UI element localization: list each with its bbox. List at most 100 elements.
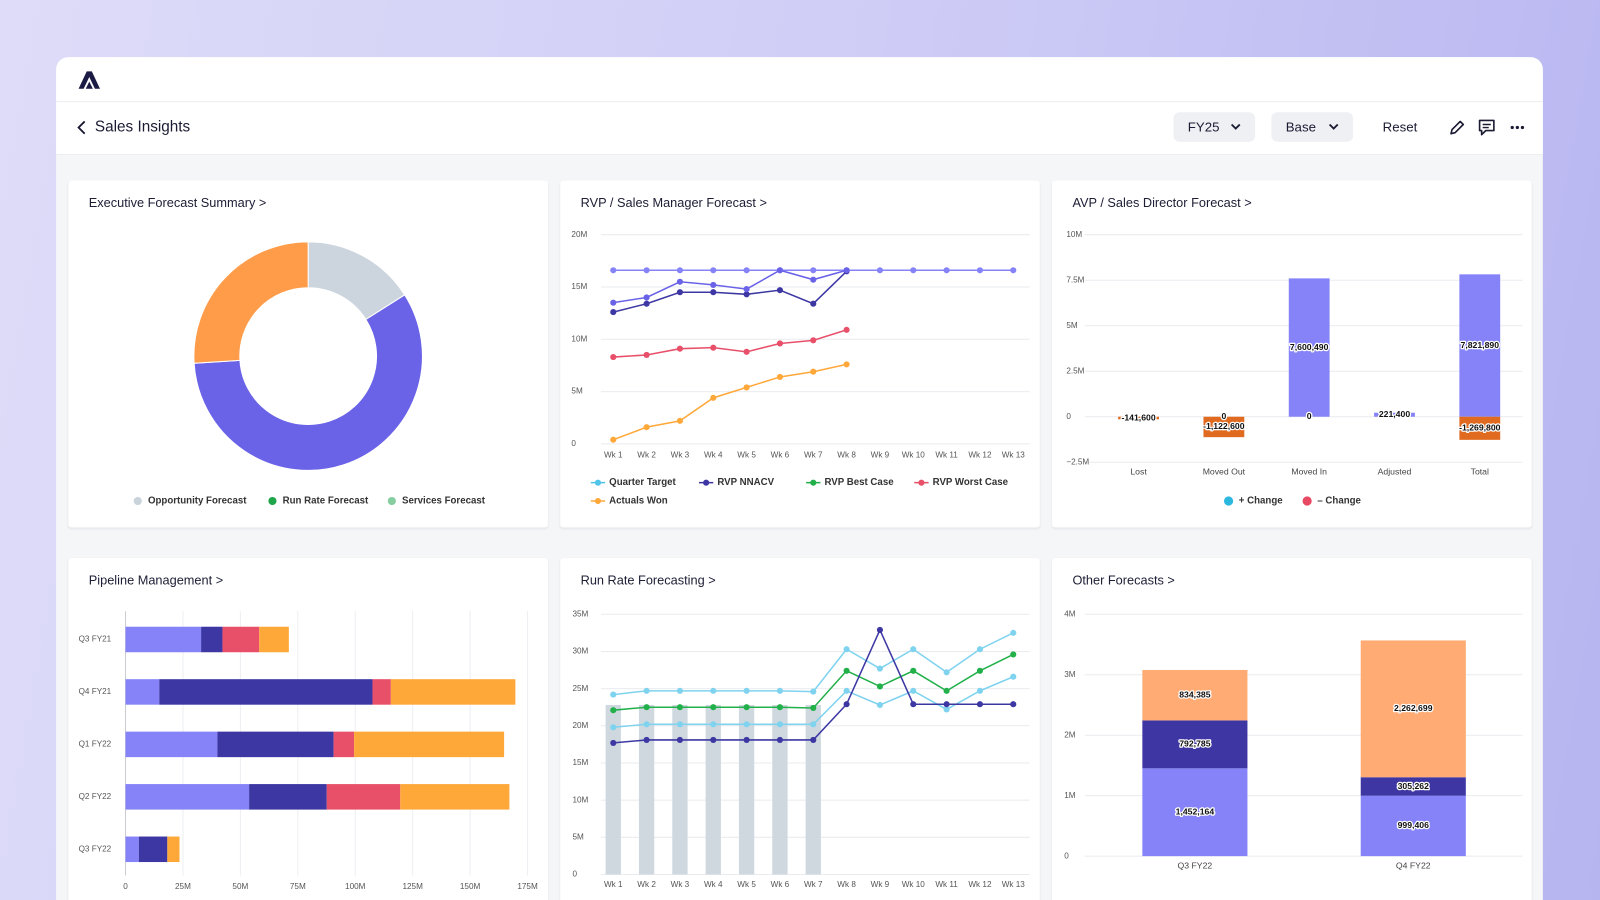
chart: 0 1M 2M 3M 4M Q3 FY22 Q4 FY22 1,452,164 792,785 8… bbox=[1064, 609, 1523, 871]
panel-title[interactable]: Run Rate Forecasting > bbox=[580, 573, 716, 588]
x-tick-label: Wk 12 bbox=[968, 450, 992, 459]
y-tick-label: Q4 FY21 bbox=[79, 687, 112, 696]
data-point bbox=[910, 667, 917, 674]
x-tick-label: Wk 9 bbox=[871, 880, 890, 889]
data-label: 7,821,890 bbox=[1461, 340, 1500, 350]
data-point bbox=[876, 626, 883, 633]
more-icon[interactable] bbox=[1508, 118, 1526, 136]
dropdown-icon bbox=[1230, 123, 1241, 130]
legend-marker bbox=[133, 496, 142, 506]
series-line bbox=[613, 632, 1014, 696]
x-tick-label: Wk 5 bbox=[737, 880, 756, 889]
filter-label: Base bbox=[1285, 119, 1316, 135]
x-tick-label: Wk 6 bbox=[771, 450, 790, 459]
x-tick-label: Wk 7 bbox=[804, 880, 823, 889]
panel-title[interactable]: Executive Forecast Summary > bbox=[88, 195, 267, 211]
edit-icon[interactable] bbox=[1448, 118, 1466, 136]
bar bbox=[772, 704, 788, 875]
data-point bbox=[776, 704, 783, 711]
bar bbox=[217, 731, 334, 758]
data-point bbox=[843, 646, 850, 653]
donut-slice bbox=[193, 241, 309, 364]
data-label: 834,385 bbox=[1179, 689, 1210, 699]
y-tick-label: 7.5M bbox=[1066, 275, 1084, 284]
legend-label: + Change bbox=[1239, 496, 1283, 507]
data-point bbox=[776, 287, 783, 294]
data-point bbox=[843, 687, 850, 694]
data-point bbox=[676, 417, 683, 424]
legend-label: Actuals Won bbox=[609, 496, 668, 507]
data-label: 7,600,490 bbox=[1290, 342, 1329, 352]
legend-marker bbox=[703, 479, 710, 486]
x-tick-label: Wk 11 bbox=[935, 880, 958, 889]
x-tick-label: Wk 11 bbox=[935, 450, 958, 459]
filter-button[interactable]: Base bbox=[1271, 112, 1354, 142]
bar bbox=[1142, 669, 1248, 721]
legend-marker bbox=[918, 479, 925, 486]
data-label: 305,262 bbox=[1398, 781, 1429, 791]
x-tick-label: Wk 2 bbox=[637, 450, 656, 459]
x-tick-label: Wk 8 bbox=[837, 450, 856, 459]
y-tick-label: 35M bbox=[572, 609, 588, 618]
bar bbox=[1360, 640, 1466, 778]
y-tick-label: −2.5M bbox=[1066, 457, 1089, 466]
bar bbox=[1142, 720, 1248, 769]
bar bbox=[326, 784, 401, 810]
data-point bbox=[843, 701, 850, 708]
x-tick-label: 0 bbox=[123, 882, 128, 891]
x-tick-label: 25M bbox=[175, 882, 191, 891]
bar bbox=[1203, 416, 1245, 438]
panel-title[interactable]: RVP / Sales Manager Forecast > bbox=[580, 195, 767, 211]
data-point bbox=[843, 326, 850, 333]
data-point bbox=[643, 300, 650, 307]
logo[interactable] bbox=[76, 67, 105, 91]
y-tick-label: 10M bbox=[572, 795, 588, 804]
data-point bbox=[676, 345, 683, 352]
x-tick-label: Moved Out bbox=[1203, 467, 1246, 477]
y-tick-label: 20M bbox=[571, 230, 587, 239]
y-tick-label: Q1 FY22 bbox=[79, 740, 112, 749]
data-point bbox=[1010, 673, 1017, 680]
filter-button[interactable]: FY25 bbox=[1173, 112, 1256, 142]
data-point bbox=[610, 309, 617, 316]
data-point bbox=[643, 687, 650, 694]
reset-button[interactable]: Reset bbox=[1382, 119, 1418, 135]
back-button[interactable] bbox=[76, 119, 88, 135]
panel-title[interactable]: Other Forecasts > bbox=[1072, 573, 1175, 588]
y-tick-label: 10M bbox=[571, 334, 587, 343]
y-tick-label: 0 bbox=[1064, 851, 1069, 860]
legend-marker bbox=[594, 479, 602, 486]
data-point bbox=[610, 267, 617, 274]
data-point bbox=[643, 267, 650, 274]
data-point bbox=[943, 267, 950, 274]
data-point bbox=[943, 669, 950, 676]
data-label: -1,122,600 bbox=[1203, 421, 1245, 431]
data-point bbox=[976, 267, 983, 274]
x-tick-label: Wk 3 bbox=[671, 880, 690, 889]
bar bbox=[1360, 795, 1466, 857]
data-point bbox=[676, 278, 683, 285]
bar bbox=[738, 704, 755, 875]
data-point bbox=[976, 687, 983, 694]
data-point bbox=[643, 704, 650, 711]
x-tick-label: 100M bbox=[345, 882, 366, 891]
legend-label: Run Rate Forecast bbox=[283, 496, 369, 507]
data-point bbox=[1010, 267, 1017, 274]
panel-title[interactable]: AVP / Sales Director Forecast > bbox=[1072, 195, 1252, 211]
bar bbox=[1374, 412, 1415, 417]
data-point bbox=[743, 704, 750, 711]
data-point bbox=[776, 373, 783, 380]
y-tick-label: 0 bbox=[572, 870, 577, 879]
data-point bbox=[610, 707, 617, 714]
bar bbox=[1142, 768, 1248, 857]
y-tick-label: 2M bbox=[1064, 730, 1076, 739]
x-tick-label: Wk 7 bbox=[804, 450, 823, 459]
x-tick-label: Wk 10 bbox=[902, 450, 926, 459]
panel-title[interactable]: Pipeline Management > bbox=[88, 573, 224, 588]
data-point bbox=[1010, 629, 1017, 636]
comment-icon[interactable] bbox=[1478, 118, 1496, 136]
legend-label: – Change bbox=[1317, 496, 1361, 507]
data-label: 0 bbox=[1221, 411, 1226, 421]
